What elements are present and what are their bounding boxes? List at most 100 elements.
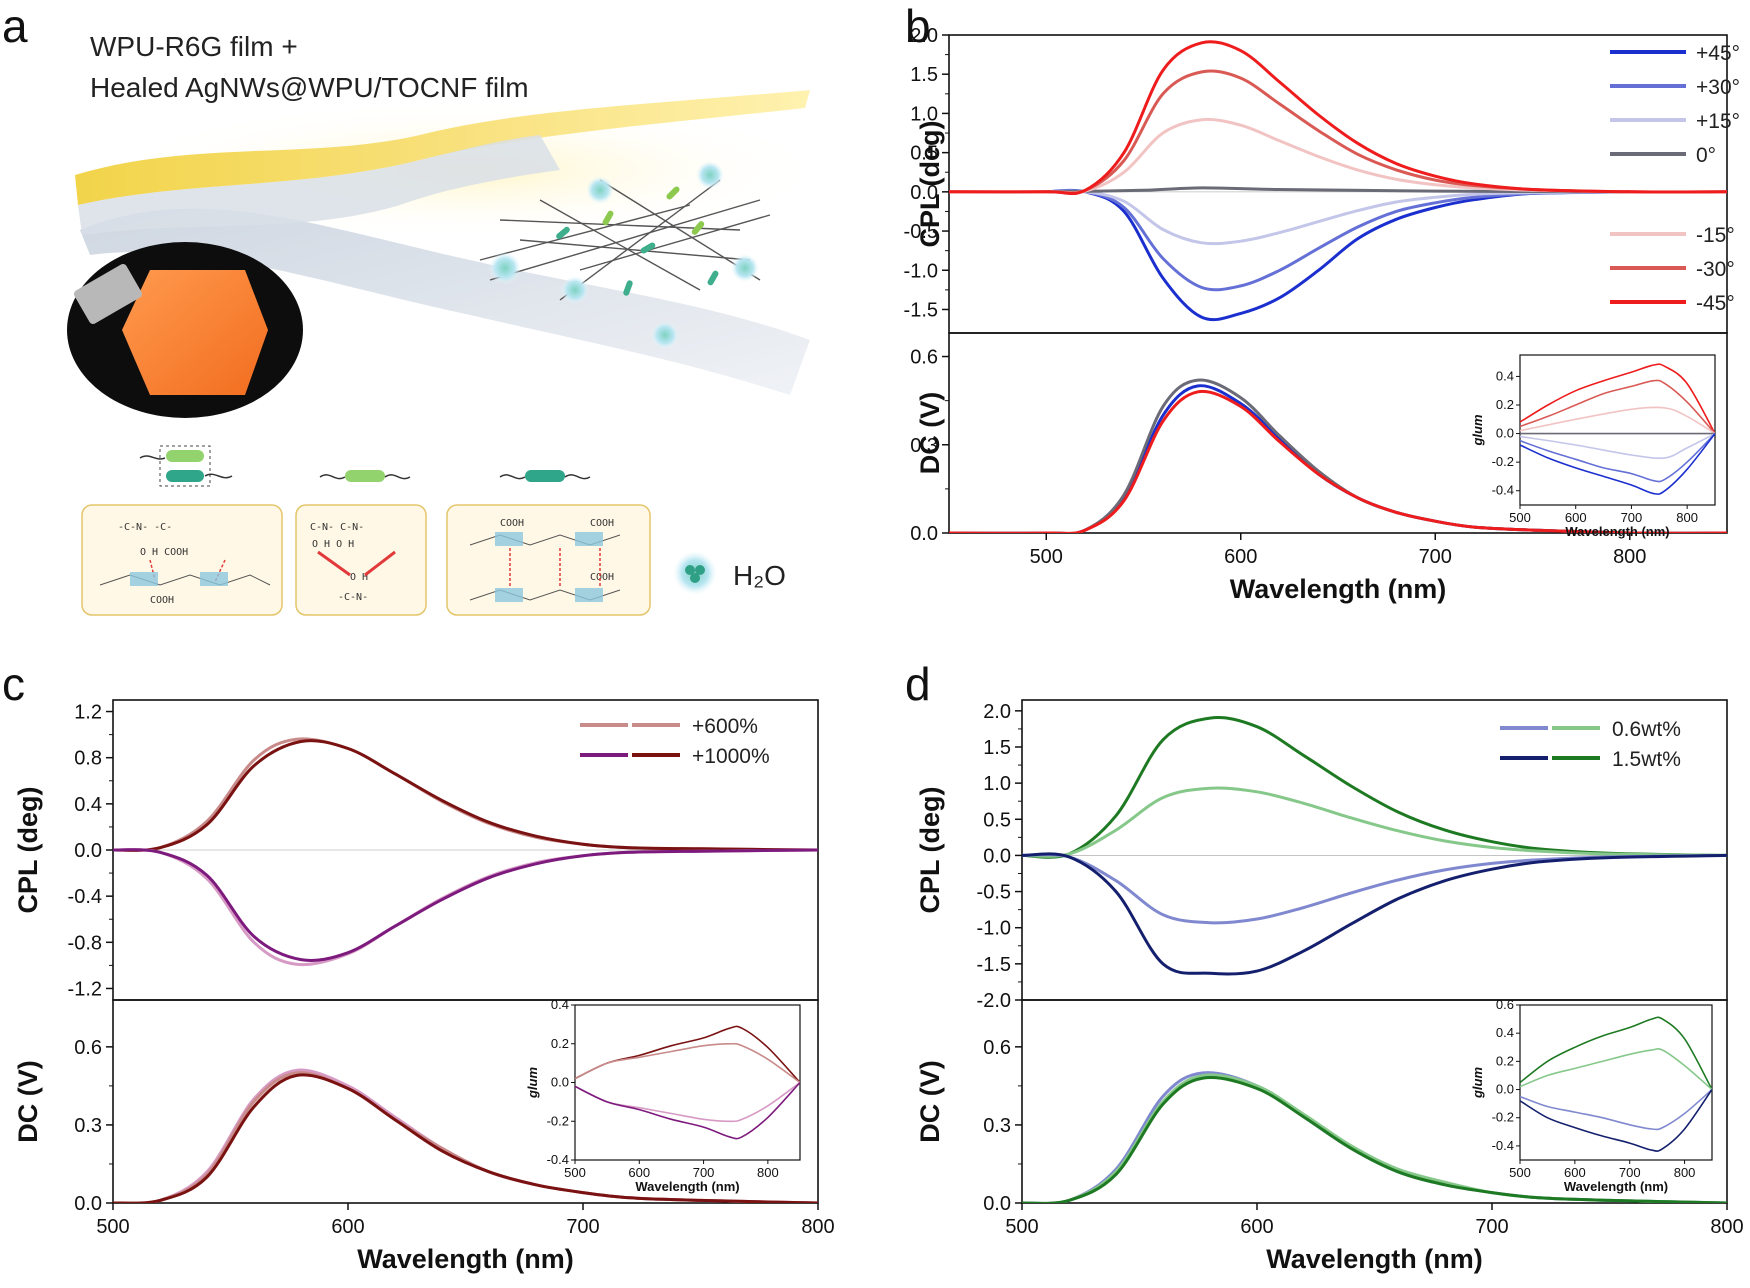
chart-b-xlabel: Wavelength (nm) bbox=[1230, 574, 1447, 604]
chart-c-inset-ylabel: glum bbox=[525, 1067, 540, 1099]
chart-b-inset-xtick-label: 700 bbox=[1621, 510, 1643, 525]
chart-d-cpl-series-line bbox=[1022, 716, 1727, 859]
chart-c-dc-ylabel: DC (V) bbox=[13, 1060, 43, 1143]
chart-b-inset-series-line bbox=[1520, 379, 1715, 435]
chart-b-cpl-frame bbox=[948, 34, 1728, 334]
svg-text:COOH: COOH bbox=[500, 518, 524, 529]
svg-text:O H: O H bbox=[350, 572, 368, 583]
chart-d-inset-frame bbox=[1519, 1004, 1713, 1161]
chart-c-inset-ytick-label: 0.2 bbox=[551, 1036, 569, 1051]
agnw-film bbox=[78, 135, 560, 235]
water-label: H₂O bbox=[733, 560, 786, 591]
chart-d-cpl-ylabel: CPL (deg) bbox=[915, 787, 945, 914]
chart-d-inset-series-line bbox=[1520, 1089, 1712, 1152]
chart-b-legend-label: -15° bbox=[1696, 224, 1735, 247]
box3-chemistry: COOH COOH COOH bbox=[469, 518, 621, 602]
chart-c-cpl-ytick-label: -1.2 bbox=[68, 978, 102, 1000]
hydrogen-bond-box-1 bbox=[81, 504, 283, 616]
chart-d-inset-xtick-label: 800 bbox=[1674, 1165, 1696, 1180]
svg-text:COOH: COOH bbox=[590, 572, 614, 583]
chain-icons bbox=[139, 445, 591, 487]
chart-c-inset-series-line bbox=[575, 1081, 800, 1140]
svg-text:O H O H: O H O H bbox=[312, 539, 354, 550]
chart-d-cpl-series-line bbox=[1022, 786, 1727, 858]
nanorod-markers bbox=[556, 186, 719, 296]
chart-b-cpl-ytick-label: -1.5 bbox=[904, 299, 938, 321]
sample-photo bbox=[67, 242, 303, 418]
box2-chemistry: C-N- C-N- O H O H O H -C-N- bbox=[310, 522, 396, 603]
chart-b-dc-ylabel: DC (V) bbox=[915, 392, 945, 475]
chart-b-inset-xlabel: Wavelength (nm) bbox=[1565, 524, 1669, 539]
chart-c-cpl-ytick-label: 0.0 bbox=[74, 840, 102, 862]
chart-d-cpl-ytick-label: -0.5 bbox=[977, 882, 1011, 904]
chart-b-xtick-label: 700 bbox=[1419, 546, 1452, 568]
chart-c-inset: -0.4 -0.2 0.0 0.2 0.4 500 600 700 800 Wavelength … bbox=[525, 997, 801, 1194]
chart-d-legend-label: 1.5wt% bbox=[1612, 748, 1681, 771]
chart-b-dc: 0.0 0.3 0.6 500 600 700 800 Wavelength (nm) DC (… bbox=[910, 332, 1728, 604]
panel-d-letter: d bbox=[905, 658, 931, 710]
chart-b-cpl-ytick-label: -0.5 bbox=[904, 221, 938, 243]
chart-c-cpl-series-group bbox=[113, 737, 818, 967]
chart-c-inset-series-group bbox=[575, 1025, 800, 1140]
chart-d-cpl-ytick-label: 1.0 bbox=[983, 773, 1011, 795]
chart-b-inset-xtick-label: 600 bbox=[1565, 510, 1587, 525]
panel-c-letter: c bbox=[2, 658, 25, 710]
chart-b-inset-series-line bbox=[1520, 432, 1715, 460]
svg-text:-C-N-: -C-N- bbox=[338, 592, 368, 603]
chart-c-inset-series-line bbox=[575, 1042, 800, 1084]
chart-d-cpl-ytick-label: -1.0 bbox=[977, 918, 1011, 940]
chart-d-cpl-ytick-label: -2.0 bbox=[977, 990, 1011, 1012]
chart-b-inset-ytick-label: 0.0 bbox=[1496, 426, 1514, 441]
chart-d-inset-xtick-label: 500 bbox=[1509, 1165, 1531, 1180]
panel-a-title-line1: WPU-R6G film + bbox=[90, 31, 298, 62]
chart-b-cpl-ytick-label: 1.5 bbox=[910, 64, 938, 86]
chart-c-cpl-series-line bbox=[113, 848, 818, 962]
chart-b-inset-ylabel: glum bbox=[1470, 414, 1485, 446]
water-molecules bbox=[489, 161, 759, 349]
chart-b-dc-frame bbox=[948, 332, 1728, 534]
chart-b-legend: +45° +30° +15° 0° -15° -30° -45° bbox=[1610, 42, 1740, 315]
chart-d-inset-xtick-label: 700 bbox=[1619, 1165, 1641, 1180]
chart-d-xtick-label: 800 bbox=[1710, 1216, 1743, 1238]
chart-d-inset: -0.4 -0.2 0.0 0.2 0.4 0.6 500 600 700 800 Waveleng… bbox=[1470, 997, 1713, 1194]
chart-b-cpl-series-line bbox=[949, 69, 1727, 195]
chart-b-cpl-ytick-label: 2.0 bbox=[910, 25, 938, 47]
chart-d-inset-ytick-label: 0.4 bbox=[1496, 1025, 1514, 1040]
chart-d-cpl-ytick-label: 0.5 bbox=[983, 809, 1011, 831]
chart-c-cpl-ytick-label: -0.4 bbox=[68, 886, 102, 908]
svg-text:O H COOH: O H COOH bbox=[140, 547, 188, 558]
chart-d-dc-series-line bbox=[1022, 1076, 1727, 1203]
chart-d-dc-ytick-label: 0.6 bbox=[983, 1037, 1011, 1059]
chart-d-inset-xtick-label: 600 bbox=[1564, 1165, 1586, 1180]
chart-c-dc: 0.0 0.3 0.6 500 600 700 800 Wavelength (nm) DC (… bbox=[13, 999, 835, 1274]
chart-b-xtick-label: 500 bbox=[1030, 546, 1063, 568]
chart-b-cpl-ytick-label: 0.0 bbox=[910, 182, 938, 204]
chart-c-dc-series-line bbox=[113, 1073, 818, 1203]
chart-c-xtick-label: 500 bbox=[96, 1216, 129, 1238]
chart-c-xlabel: Wavelength (nm) bbox=[357, 1244, 574, 1274]
film-illustration bbox=[75, 90, 830, 395]
chart-d-dc-ytick-label: 0.3 bbox=[983, 1115, 1011, 1137]
chart-c-xtick-label: 800 bbox=[801, 1216, 834, 1238]
chart-c-xtick-label: 700 bbox=[566, 1216, 599, 1238]
wpu-r6g-film bbox=[75, 90, 810, 205]
svg-text:COOH: COOH bbox=[150, 595, 174, 606]
chart-b-xtick-label: 600 bbox=[1224, 546, 1257, 568]
chart-d-dc-ylabel: DC (V) bbox=[915, 1060, 945, 1143]
chart-b-inset-ytick-label: -0.2 bbox=[1492, 454, 1514, 469]
chart-c-inset-xlabel: Wavelength (nm) bbox=[635, 1179, 739, 1194]
chart-b-inset-xtick-label: 500 bbox=[1509, 510, 1531, 525]
chart-b-dc-ytick-label: 0.0 bbox=[910, 523, 938, 545]
chart-c-cpl-ytick-label: 1.2 bbox=[74, 702, 102, 724]
chart-d-xtick-label: 500 bbox=[1005, 1216, 1038, 1238]
chart-d-inset-xlabel: Wavelength (nm) bbox=[1564, 1179, 1668, 1194]
chart-d-inset-series-line bbox=[1520, 1088, 1712, 1131]
chart-b-cpl-ylabel: CPL (deg) bbox=[915, 121, 945, 248]
chart-d-cpl-ytick-label: 2.0 bbox=[983, 701, 1011, 723]
panel-a: a WPU-R6G film + Healed AgNWs@WPU/TOCNF … bbox=[2, 0, 830, 616]
chart-d-dc-series-group bbox=[1022, 1071, 1727, 1203]
chart-d-inset-series-line bbox=[1520, 1047, 1712, 1091]
chart-b-inset-series-line bbox=[1520, 363, 1715, 434]
